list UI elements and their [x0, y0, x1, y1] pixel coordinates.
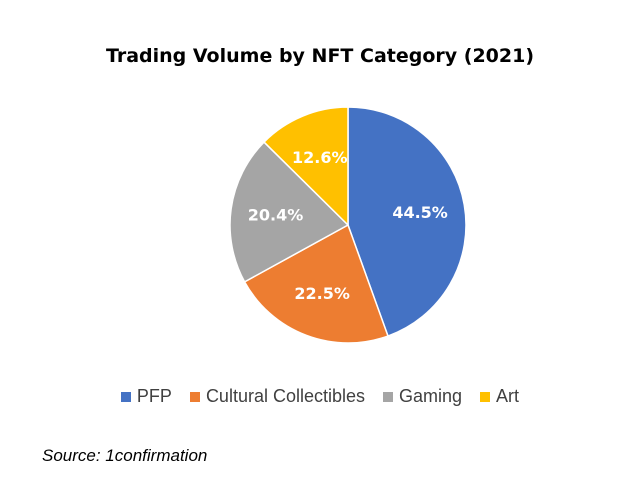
pie-chart: 44.5% 22.5% 20.4% 12.6%: [229, 106, 467, 344]
legend-item-gaming: Gaming: [383, 386, 462, 407]
legend-item-pfp: PFP: [120, 386, 172, 407]
legend-swatch: [383, 391, 394, 402]
legend-label: PFP: [136, 386, 172, 406]
legend-item-art: Art: [480, 386, 519, 407]
legend-label: Cultural Collectibles: [205, 386, 366, 406]
slice-label-art: 12.6%: [292, 148, 348, 167]
legend-item-cultural-collectibles: Cultural Collectibles: [189, 386, 366, 407]
source-note: Source: 1confirmation: [42, 446, 208, 465]
legend-swatch: [120, 391, 131, 402]
slice-label-cultural-collectibles: 22.5%: [294, 284, 350, 303]
pie-slice-labels: 44.5% 22.5% 20.4% 12.6%: [248, 148, 448, 303]
pie-slice-pfp: [347, 106, 467, 337]
pie-slice-gaming: [229, 141, 350, 283]
slice-label-pfp: 44.5%: [392, 203, 448, 222]
slice-label-gaming: 20.4%: [248, 205, 304, 224]
legend-swatch: [480, 391, 491, 402]
legend: PFP Cultural Collectibles Gaming Art: [0, 386, 640, 407]
pie-slice-cultural-collectibles: [243, 223, 389, 344]
pie-slice-art: [262, 106, 349, 227]
legend-label: Gaming: [399, 386, 463, 406]
legend-swatch: [189, 391, 200, 402]
chart-title: Trading Volume by NFT Category (2021): [105, 45, 535, 67]
legend-label: Art: [496, 386, 520, 406]
pie-slices: [229, 106, 467, 344]
